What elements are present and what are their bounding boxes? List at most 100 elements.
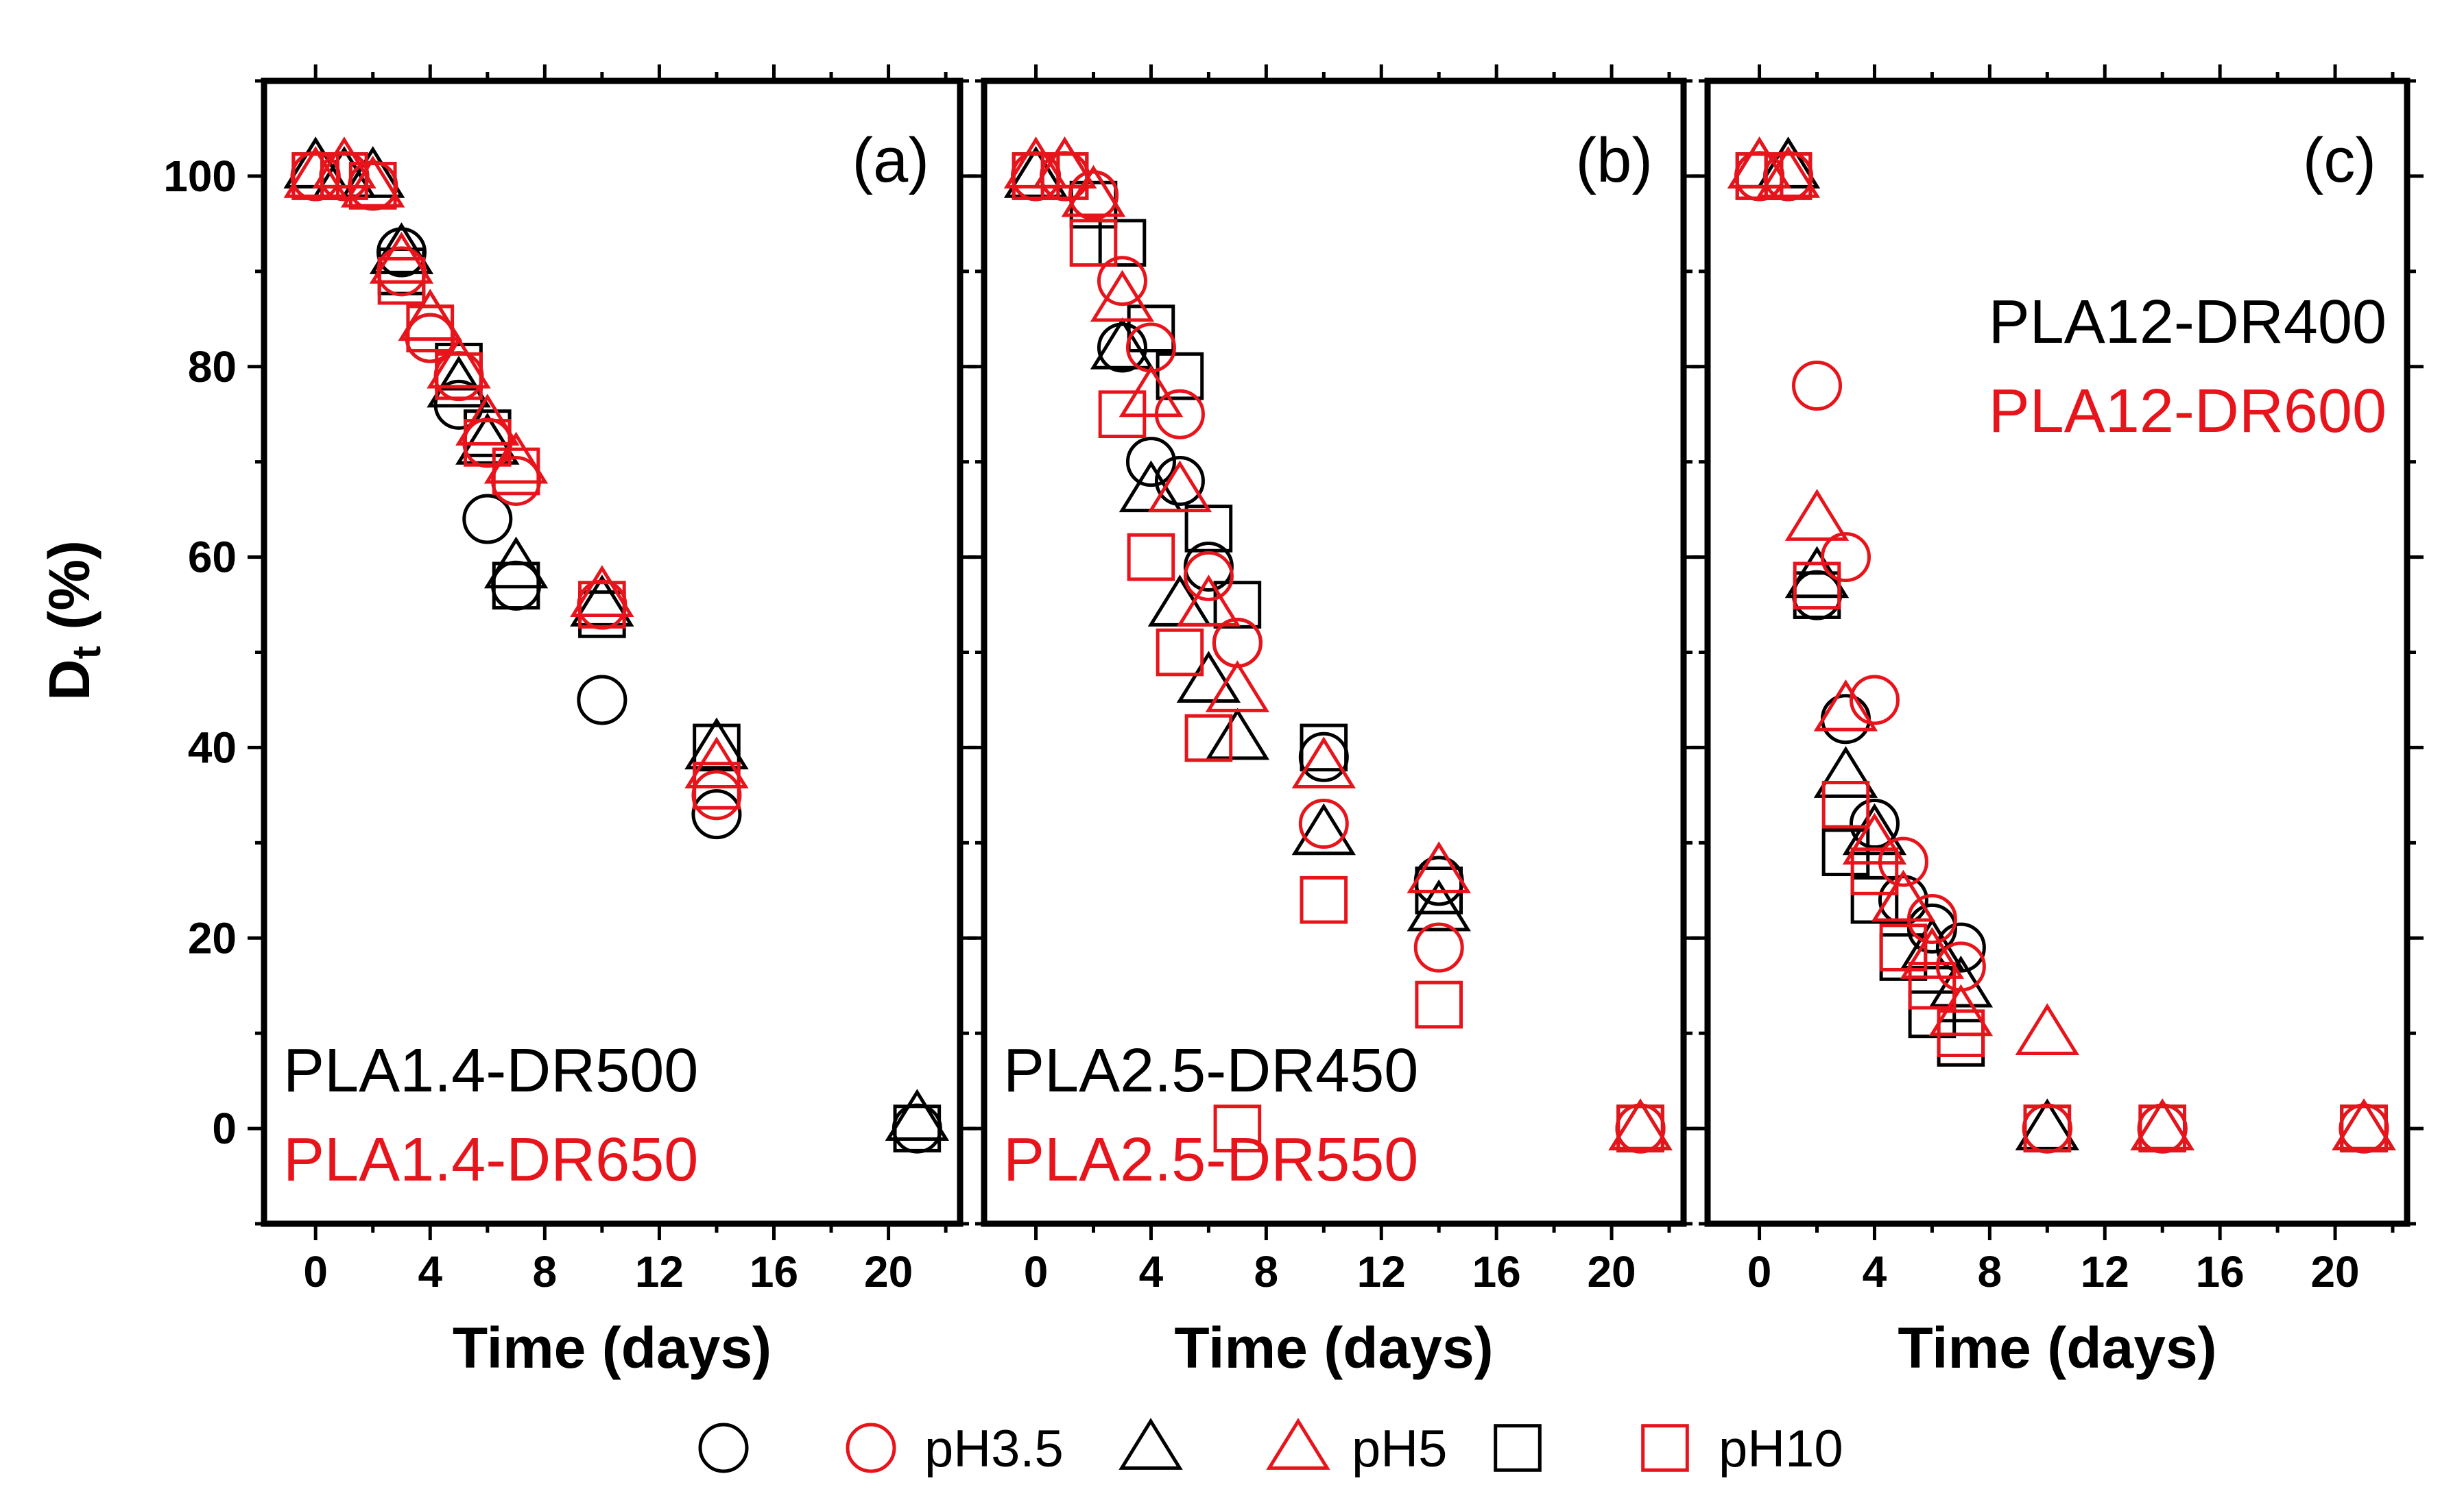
data-point [1040,152,1089,200]
x-axis-title: Time (days) [1898,1316,2216,1380]
legend-marker-square [1494,1424,1542,1472]
panel-label: (b) [1576,125,1653,195]
data-point [492,561,540,610]
data-point [1608,1098,1673,1150]
data-point [1937,1019,1985,1067]
data-point [1205,660,1270,712]
data-point [1413,922,1464,973]
data-point [1176,651,1241,703]
data-point [1213,581,1262,629]
y-tick-label: 0 [212,1104,237,1153]
data-point [1213,1104,1262,1152]
x-axis-title: Time (days) [453,1316,772,1380]
series-pla2-5-dr550-ph5 [1003,136,1673,1150]
sample-label-low: PLA2.5-DR450 [1003,1037,1418,1105]
data-point [2138,1104,2187,1152]
data-point [406,304,455,352]
data-point [1300,875,1348,924]
data-point [1900,917,1965,969]
data-point [1090,269,1155,322]
x-tick-label: 16 [1472,1247,1521,1296]
x-tick-label: 4 [418,1247,442,1296]
x-tick-label: 0 [1024,1247,1049,1296]
data-point [570,575,634,627]
data-point [1906,903,1957,954]
legend-marker-circle [846,1423,896,1473]
data-point [1821,828,1870,877]
data-point [1090,317,1155,370]
x-tick-label: 8 [1254,1247,1279,1296]
series-pla12-dr600-ph5 [1727,136,2396,1150]
data-point [1879,923,1928,971]
series-pla1-4-dr650-ph3-5 [290,151,742,821]
legend-label: pH5 [1352,1420,1447,1478]
legend: pH3.5 pH5 pH10 [698,1418,1843,1478]
data-point [1176,575,1241,627]
sample-label-high: PLA12-DR600 [1989,377,2387,446]
x-tick-label: 4 [1863,1247,1887,1296]
data-point [1069,219,1118,267]
svg-text:Dt (%): Dt (%) [37,540,109,701]
data-points [283,136,950,1154]
data-point [1878,875,1928,926]
data-point [1871,869,1936,922]
data-point [1842,812,1907,865]
data-point [464,419,512,467]
y-tick-label: 60 [188,533,237,582]
series-pla2-5-dr450-ph5 [1003,136,1673,1150]
data-point [1908,961,1957,1010]
data-point [684,717,749,770]
data-point [1727,136,1792,189]
data-point [1147,575,1212,627]
y-tick-label: 40 [188,723,237,772]
data-point [283,146,348,198]
data-point [427,355,491,408]
data-point [435,352,483,400]
data-point [1849,675,1900,725]
data-point [1820,532,1871,583]
data-point [1935,922,1986,973]
data-point [885,1089,950,1141]
data-point [1125,437,1176,487]
data-point [320,152,368,200]
legend-marker-circle [698,1423,749,1473]
data-point [1734,151,1785,202]
data-point [1300,723,1348,772]
data-point [348,162,397,210]
data-point [427,336,491,389]
legend-item [698,1423,749,1473]
sample-label-high: PLA1.4-DR650 [283,1126,698,1194]
data-point [1097,256,1147,306]
axis-ticks [1691,64,2424,1240]
x-tick-label: 20 [864,1247,913,1296]
x-tick-label: 8 [1978,1247,2002,1296]
data-point [1097,322,1147,373]
data-point [1184,714,1233,762]
legend-item: pH5 [1266,1418,1447,1478]
sample-label-high: PLA2.5-DR550 [1003,1126,1418,1194]
x-tick-label: 12 [1357,1247,1406,1296]
panel-label: (c) [2303,125,2376,195]
data-point [1147,460,1212,513]
legend-marker-triangle [1119,1418,1183,1470]
legend-label: pH10 [1719,1420,1843,1478]
data-point [691,770,742,821]
data-point [1407,841,1471,893]
data-point [2015,1098,2080,1150]
data-point [1061,165,1126,217]
legend-label: pH3.5 [924,1420,1064,1478]
data-point [1937,1009,1985,1057]
data-point [1821,780,1870,829]
data-point [1291,803,1356,856]
data-point [1792,361,1843,411]
legend-item: pH3.5 [846,1420,1064,1478]
panel-c: 0 4 8 12 16 20 Time (days) (c) PLA12-DR400 PLA12-… [1691,64,2424,1380]
panel-a: 0 4 8 12 16 20 0 20 40 60 80 100 Time (days) (a) PLA1.… [163,64,977,1380]
y-axis-title: Dt (%) [37,540,109,701]
data-point [570,565,634,617]
x-tick-label: 16 [2196,1247,2245,1296]
x-tick-label: 4 [1139,1247,1164,1296]
data-point [1205,708,1270,760]
x-tick-label: 0 [303,1247,328,1296]
data-point [1849,799,1900,849]
